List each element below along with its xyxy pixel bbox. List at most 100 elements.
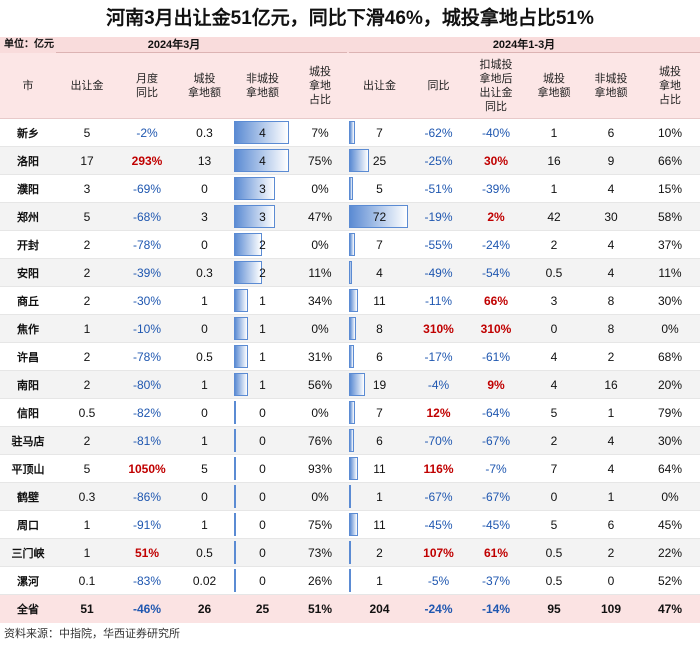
data-bar — [349, 457, 358, 480]
cell-value: 3 — [83, 181, 91, 196]
ytd-non-chengtou-land-cell: 16 — [582, 371, 640, 398]
ytd-chengtou-land-cell: 1 — [526, 175, 582, 202]
data-bar — [234, 233, 262, 256]
mar-non-chengtou-land-cell: 1 — [233, 343, 292, 370]
ytd-yoy-cell: -55% — [411, 231, 466, 258]
ytd-non-chengtou-land-cell: 6 — [582, 119, 640, 146]
mar-non-chengtou-land-cell: 1 — [233, 287, 292, 314]
city-cell: 南阳 — [0, 371, 56, 398]
data-bar — [349, 121, 355, 144]
cell-value: 2 — [259, 265, 266, 280]
city-cell: 郑州 — [0, 203, 56, 230]
ytd-transfer-fee-cell: 4 — [348, 259, 411, 286]
mar-chengtou-land-cell: 1 — [176, 371, 233, 398]
city-name: 许昌 — [17, 351, 39, 364]
ytd-transfer-fee-cell: 11 — [348, 511, 411, 538]
cell-value: 0% — [311, 489, 329, 504]
cell-value: -86% — [132, 489, 161, 504]
source-note: 资料来源：中指院，华西证券研究所 — [4, 628, 180, 640]
mar-non-chengtou-land-cell: 3 — [233, 175, 292, 202]
ytd-transfer-fee-cell: 72 — [348, 203, 411, 230]
cell-value: -45% — [481, 517, 510, 532]
city-name: 洛阳 — [17, 155, 39, 168]
cell-value: 51% — [307, 602, 333, 616]
cell-value: 204 — [369, 602, 390, 616]
mar-non-chengtou-land-cell: 4 — [233, 147, 292, 174]
city-cell: 平顶山 — [0, 455, 56, 482]
mar-transfer-fee-cell: 2 — [56, 343, 118, 370]
column-header-ytd-chengtou-share: 城投 拿地 占比 — [659, 65, 681, 106]
ytd-chengtou-share-cell: 68% — [640, 343, 700, 370]
ytd-chengtou-share-cell: 64% — [640, 455, 700, 482]
ytd-chengtou-share-cell: 37% — [640, 231, 700, 258]
cell-value: 1 — [83, 545, 91, 560]
cell-value: 51% — [134, 545, 160, 560]
cell-value: 8 — [607, 293, 615, 308]
mar-chengtou-share-cell: 7% — [292, 119, 348, 146]
ytd-non-chengtou-land-cell: 4 — [582, 427, 640, 454]
ytd-yoy-cell: -19% — [411, 203, 466, 230]
cell-value: 5 — [550, 405, 558, 420]
mar-chengtou-land-cell: 0.3 — [176, 119, 233, 146]
cell-value: 16 — [547, 153, 561, 168]
column-header-ytd-chengtou-land: 城投 拿地额 — [537, 72, 571, 99]
city-name: 鹤壁 — [17, 491, 39, 504]
city-cell: 全省 — [0, 595, 56, 623]
cell-value: 47% — [307, 209, 333, 224]
cell-value: 1 — [201, 293, 208, 308]
cell-value: 1 — [201, 433, 208, 448]
cell-value: 107% — [423, 545, 454, 560]
cell-value: -39% — [481, 181, 510, 196]
group-label: 2024年3月 — [147, 39, 201, 51]
ytd-yoy-cell: -51% — [411, 175, 466, 202]
ytd-transfer-fee-cell: 7 — [348, 119, 411, 146]
cell-value: 0 — [259, 433, 266, 448]
cell-value: 56% — [307, 377, 333, 392]
ytd-yoy-cell: -62% — [411, 119, 466, 146]
mar-non-chengtou-land-cell: 3 — [233, 203, 292, 230]
ytd-yoy-cell: -5% — [411, 567, 466, 594]
mar-yoy-cell: -91% — [118, 511, 176, 538]
cell-value: -45% — [424, 517, 453, 532]
ytd-chengtou-land-cell: 95 — [526, 595, 582, 623]
data-bar — [234, 149, 289, 172]
ytd-transfer-fee-cell: 11 — [348, 455, 411, 482]
cell-value: 4 — [550, 349, 558, 364]
data-bar — [349, 373, 365, 396]
table-row: 南阳 2 -80% 1 1 56% 19 -4% 9% 4 16 20% — [0, 371, 700, 399]
cell-value: 75% — [307, 153, 333, 168]
column-header-row: 市 出让金 月度 同比 城投 拿地额 非城投 拿地额 城投 拿地 占比 出让金 … — [0, 53, 700, 119]
cell-value: 10% — [657, 125, 683, 140]
cell-value: 4 — [607, 433, 615, 448]
cell-value: 25 — [255, 602, 270, 616]
mar-yoy-cell: -83% — [118, 567, 176, 594]
ytd-chengtou-land-cell: 1 — [526, 119, 582, 146]
cell-value: 0% — [311, 181, 329, 196]
cell-value: 34% — [307, 293, 333, 308]
cell-value: 1 — [259, 349, 266, 364]
cell-value: 7% — [311, 125, 329, 140]
ytd-transfer-fee-cell: 1 — [348, 483, 411, 510]
data-bar — [349, 569, 351, 592]
ytd-chengtou-land-cell: 3 — [526, 287, 582, 314]
mar-transfer-fee-cell: 0.5 — [56, 399, 118, 426]
mar-yoy-cell: -86% — [118, 483, 176, 510]
cell-value: 15% — [657, 181, 683, 196]
cell-value: 0 — [259, 461, 266, 476]
ytd-yoy-cell: -17% — [411, 343, 466, 370]
ytd-yoy-ex-chengtou-cell: -45% — [466, 511, 526, 538]
cell-value: 93% — [307, 461, 333, 476]
city-cell: 鹤壁 — [0, 483, 56, 510]
cell-value: 0 — [201, 181, 208, 196]
ytd-non-chengtou-land-cell: 4 — [582, 455, 640, 482]
data-bar — [234, 485, 236, 508]
cell-value: 58% — [657, 209, 683, 224]
ytd-yoy-ex-chengtou-cell: -61% — [466, 343, 526, 370]
cell-value: -14% — [481, 602, 510, 616]
ytd-chengtou-share-cell: 58% — [640, 203, 700, 230]
mar-transfer-fee-cell: 51 — [56, 595, 118, 623]
cell-value: 6 — [376, 349, 383, 364]
cell-value: 0% — [311, 237, 329, 252]
cell-value: -7% — [485, 461, 507, 476]
ytd-chengtou-land-cell: 0 — [526, 483, 582, 510]
